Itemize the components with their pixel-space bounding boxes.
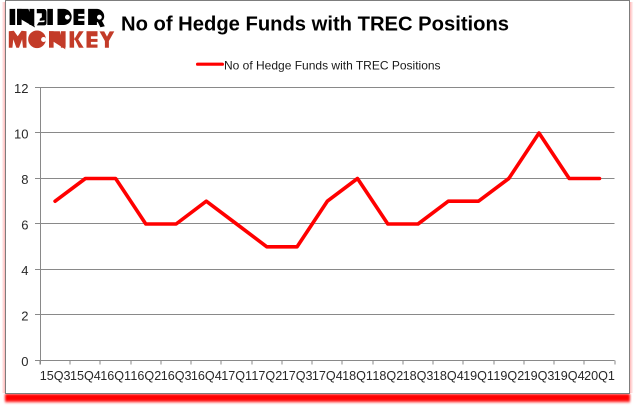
svg-text:18Q3: 18Q3: [403, 369, 434, 383]
svg-text:17Q1: 17Q1: [221, 369, 252, 383]
svg-text:15Q4: 15Q4: [70, 369, 101, 383]
svg-text:18Q2: 18Q2: [372, 369, 403, 383]
svg-text:No of Hedge Funds with TREC Po: No of Hedge Funds with TREC Positions: [224, 58, 441, 72]
svg-text:16Q4: 16Q4: [191, 369, 222, 383]
svg-text:15Q3: 15Q3: [40, 369, 71, 383]
svg-text:No of Hedge Funds with TREC Po: No of Hedge Funds with TREC Positions: [121, 14, 509, 36]
svg-text:0: 0: [21, 354, 28, 369]
svg-text:19Q1: 19Q1: [463, 369, 494, 383]
svg-text:10: 10: [14, 126, 28, 141]
svg-text:20Q1: 20Q1: [584, 369, 615, 383]
svg-text:18Q4: 18Q4: [433, 369, 464, 383]
svg-text:18Q1: 18Q1: [342, 369, 373, 383]
svg-text:17Q3: 17Q3: [282, 369, 313, 383]
svg-text:17Q4: 17Q4: [312, 369, 343, 383]
svg-text:16Q1: 16Q1: [100, 369, 131, 383]
svg-text:19Q3: 19Q3: [524, 369, 555, 383]
svg-text:4: 4: [21, 263, 28, 278]
svg-text:12: 12: [14, 81, 28, 96]
svg-text:6: 6: [21, 217, 28, 232]
svg-text:19Q2: 19Q2: [493, 369, 524, 383]
svg-text:17Q2: 17Q2: [251, 369, 282, 383]
svg-text:16Q2: 16Q2: [130, 369, 161, 383]
svg-text:2: 2: [21, 308, 28, 323]
svg-text:16Q3: 16Q3: [161, 369, 192, 383]
svg-text:19Q4: 19Q4: [554, 369, 585, 383]
svg-text:8: 8: [21, 172, 28, 187]
